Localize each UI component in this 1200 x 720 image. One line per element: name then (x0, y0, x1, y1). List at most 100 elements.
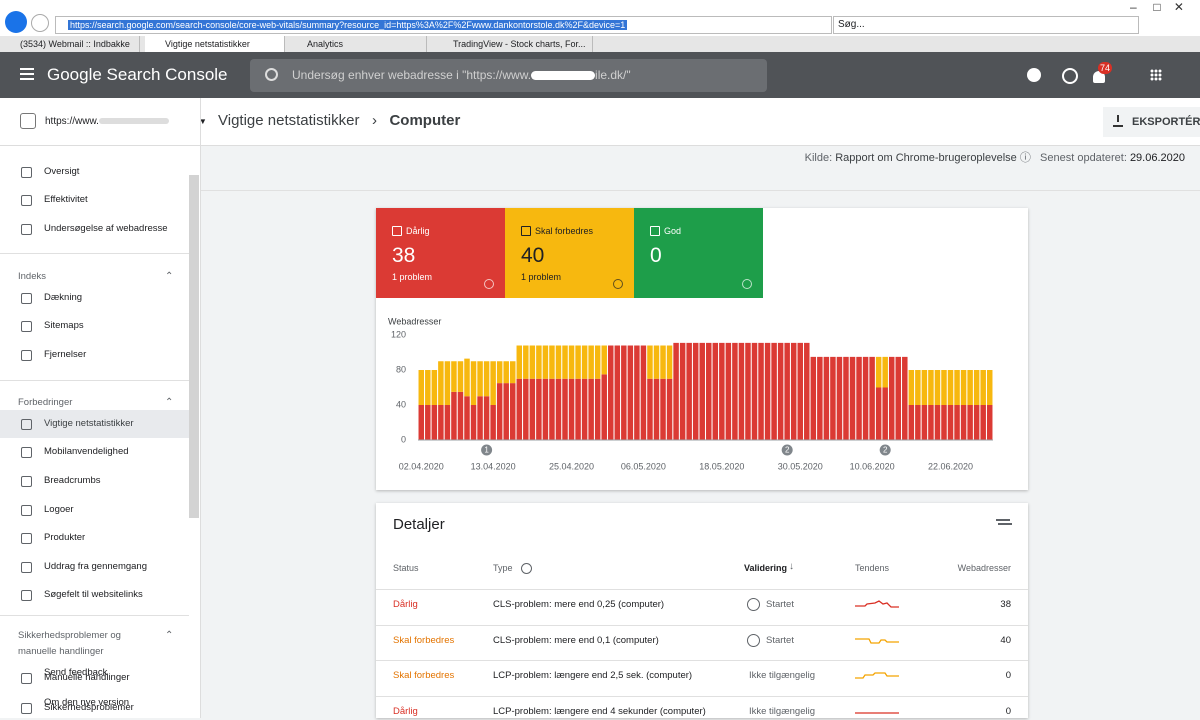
bar-segment (660, 345, 666, 379)
nav-item[interactable]: Undersøgelse af webadresse (44, 223, 168, 234)
bar-segment (712, 342, 719, 440)
breadcrumb-parent[interactable]: Vigtige netstatistikker (218, 112, 360, 129)
nav-item[interactable]: Manuelle handlinger (44, 672, 130, 683)
status[interactable]: Dårlig (393, 599, 418, 610)
issue-type[interactable]: LCP-problem: længere end 2,5 sek. (compu… (493, 670, 693, 681)
bar-segment (836, 356, 843, 440)
y-axis-label: Webadresser (388, 316, 441, 326)
bar-segment (849, 356, 856, 440)
nav-item[interactable]: Uddrag fra gennemgang (44, 561, 147, 572)
bar-segment (588, 378, 594, 440)
bar-segment (457, 391, 464, 440)
help-icon[interactable] (1027, 68, 1041, 82)
window-controls[interactable]: – □ ✕ (1130, 0, 1184, 14)
bar-segment (542, 378, 549, 440)
bar-segment (621, 345, 627, 440)
bar-segment (523, 345, 529, 379)
summary-card[interactable]: Skal forbedres 40 1 problem (505, 208, 634, 298)
nav-item[interactable]: Vigtige netstatistikker (44, 418, 134, 429)
issue-type[interactable]: LCP-problem: længere end 4 sekunder (com… (493, 705, 706, 717)
browser-tab[interactable]: Analytics (287, 36, 427, 52)
column-header[interactable]: Validering (744, 563, 788, 573)
column-header: Status (393, 563, 419, 573)
bar-segment (973, 370, 980, 405)
nav-icon (21, 224, 32, 235)
section-title: Sikkerhedsproblemer og manuelle handling… (18, 630, 121, 657)
bar-segment (666, 345, 673, 379)
bar-segment (555, 378, 562, 440)
sparkline-path (855, 637, 899, 644)
users-icon[interactable] (1062, 68, 1078, 84)
status[interactable]: Dårlig (393, 705, 418, 717)
chart: Webadresser 0 40 80 120 02.04.2020 13.04.2020… (388, 316, 993, 471)
nav-item[interactable]: Logoer (44, 504, 74, 515)
menu-button[interactable] (20, 68, 34, 70)
nav-item[interactable]: Sitemaps (44, 320, 84, 331)
nav-item[interactable]: Mobilanvendelighed (44, 446, 129, 457)
issue-type[interactable]: CLS-problem: mere end 0,1 (computer) (493, 634, 659, 646)
bar-segment (562, 378, 568, 440)
forward-button[interactable] (31, 14, 49, 32)
browser-tab[interactable]: Vigtige netstatistikker (145, 36, 285, 52)
bar-segment (438, 361, 444, 405)
bar-segment (425, 405, 431, 440)
bar-segment (529, 345, 536, 379)
column-header: Webadresser (957, 563, 1011, 573)
nav-item[interactable]: Sikkerhedsproblemer (44, 702, 134, 713)
url-inspect-search[interactable] (250, 59, 767, 92)
bar-segment (875, 387, 882, 440)
clock-icon (747, 598, 760, 611)
nav-icon (21, 533, 32, 544)
annotation-label: 1 (484, 446, 489, 455)
nav-item[interactable]: Dækning (44, 292, 83, 303)
nav-item[interactable]: Fjernelser (44, 349, 87, 360)
x-tick-label: 10.06.2020 (850, 461, 895, 471)
status[interactable]: Skal forbedres (393, 634, 455, 646)
nav-item[interactable]: Effektivitet (44, 194, 88, 205)
bar-segment (719, 342, 725, 440)
bar-segment (444, 405, 451, 440)
bar-segment (915, 405, 921, 440)
scrollbar[interactable] (189, 175, 199, 518)
bar-segment (934, 405, 941, 440)
filter-icon[interactable] (996, 519, 1010, 521)
source[interactable]: Rapport om Chrome-brugeroplevelse (835, 152, 1017, 164)
bar-segment (581, 378, 588, 440)
nav-item[interactable]: Produkter (44, 532, 86, 543)
breadcrumb: Vigtige netstatistikker › Computer (218, 112, 461, 129)
bar-segment (634, 345, 640, 440)
nav-item[interactable]: Om den nye version (44, 697, 130, 708)
browser-tab[interactable]: TradingView - Stock charts, For... (433, 36, 593, 52)
card-checkbox (392, 226, 402, 236)
annotation-label: 2 (785, 446, 790, 455)
bar-segment (653, 345, 660, 379)
bar-segment (516, 378, 523, 440)
bar-segment (549, 345, 555, 379)
property-selector[interactable]: https://www. ▼ (45, 116, 207, 127)
card-label: Dårlig (406, 226, 430, 236)
bar-segment (647, 345, 653, 379)
browser-tab[interactable]: (3534) Webmail :: Indbakke (0, 36, 140, 52)
summary-card[interactable]: God 0 (634, 208, 763, 298)
annotation-label: 2 (883, 446, 888, 455)
back-button[interactable] (5, 11, 27, 33)
nav-item[interactable]: Send feedback (44, 667, 108, 678)
nav-item[interactable]: Breadcrumbs (44, 475, 101, 486)
redaction (98, 118, 169, 125)
x-tick-label: 30.05.2020 (778, 461, 823, 471)
apps-icon[interactable] (1150, 69, 1162, 81)
nav-item[interactable]: Oversigt (44, 166, 80, 177)
issue-type[interactable]: CLS-problem: mere end 0,25 (computer) (493, 599, 665, 610)
notifications-icon[interactable] (1093, 71, 1105, 83)
bar-segment (902, 356, 908, 440)
browser-search[interactable]: Søg... (833, 16, 1139, 34)
nav-icon (21, 419, 32, 430)
status[interactable]: Skal forbedres (393, 670, 455, 681)
nav-item[interactable]: Søgefelt til websitelinks (44, 589, 143, 600)
bar-segment (784, 342, 790, 440)
bar-segment (666, 378, 673, 440)
summary-card[interactable]: Dårlig 38 1 problem (376, 208, 505, 298)
address-bar[interactable]: https://search.google.com/search-console… (55, 16, 832, 34)
bar-segment (980, 370, 986, 405)
bar-segment (706, 342, 712, 440)
